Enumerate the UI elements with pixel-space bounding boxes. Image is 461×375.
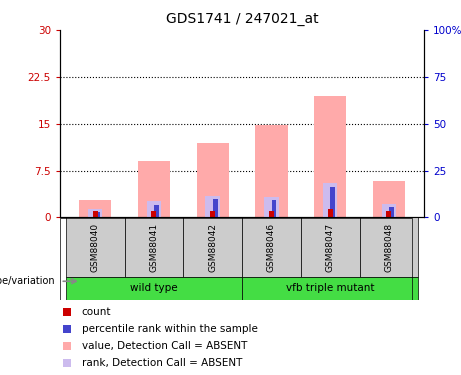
Bar [138, 161, 170, 218]
Bar [210, 211, 215, 218]
Bar [66, 217, 124, 277]
Text: rank, Detection Call = ABSENT: rank, Detection Call = ABSENT [82, 358, 242, 368]
Bar [382, 204, 396, 218]
Bar [314, 96, 346, 218]
Text: GSM88041: GSM88041 [149, 223, 159, 272]
Bar [264, 197, 278, 217]
Bar [147, 201, 161, 217]
Bar [183, 217, 242, 277]
Bar [328, 209, 332, 218]
Text: GSM88047: GSM88047 [325, 223, 335, 272]
Bar [255, 125, 288, 217]
Bar [124, 217, 183, 277]
Bar [206, 196, 220, 217]
Bar [323, 183, 337, 218]
Text: vfb triple mutant: vfb triple mutant [286, 284, 374, 294]
Text: count: count [82, 307, 111, 317]
Bar [79, 200, 111, 217]
Bar [373, 181, 405, 218]
Text: value, Detection Call = ABSENT: value, Detection Call = ABSENT [82, 341, 247, 351]
Bar [66, 277, 242, 300]
Text: GSM88046: GSM88046 [267, 223, 276, 272]
Bar [386, 211, 391, 217]
Bar [269, 211, 274, 218]
Bar [360, 217, 418, 277]
Text: GSM88042: GSM88042 [208, 223, 217, 272]
Bar [88, 209, 102, 218]
Bar [272, 200, 277, 217]
Text: GSM88040: GSM88040 [91, 223, 100, 272]
Bar [152, 211, 156, 218]
Bar [213, 199, 218, 217]
Bar [301, 217, 360, 277]
Bar [196, 142, 229, 218]
Bar [242, 217, 301, 277]
Bar [242, 277, 418, 300]
Text: percentile rank within the sample: percentile rank within the sample [82, 324, 258, 334]
Title: GDS1741 / 247021_at: GDS1741 / 247021_at [165, 12, 319, 26]
Text: genotype/variation: genotype/variation [0, 276, 55, 286]
Text: wild type: wild type [130, 284, 178, 294]
Text: GSM88048: GSM88048 [384, 223, 393, 272]
Bar [95, 212, 100, 217]
Bar [389, 207, 394, 218]
Bar [93, 211, 98, 217]
Bar [330, 188, 335, 218]
Bar [154, 205, 159, 218]
